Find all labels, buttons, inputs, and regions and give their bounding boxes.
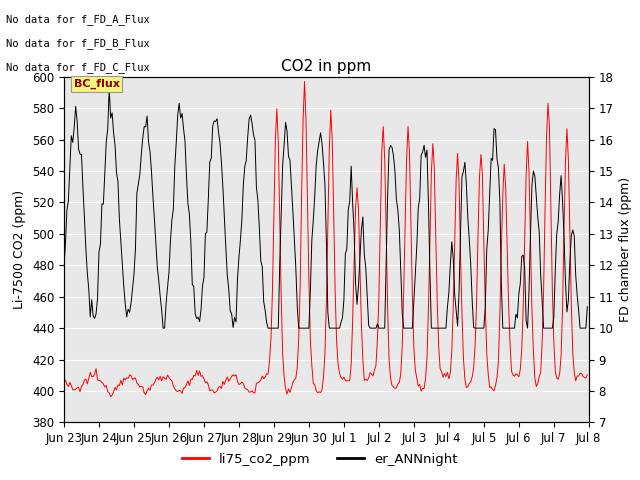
Legend: li75_co2_ppm, er_ANNnight: li75_co2_ppm, er_ANNnight [177, 447, 463, 471]
Title: CO2 in ppm: CO2 in ppm [281, 59, 372, 74]
Text: BC_flux: BC_flux [74, 79, 120, 89]
Y-axis label: FD chamber flux (ppm): FD chamber flux (ppm) [619, 177, 632, 322]
Text: No data for f_FD_A_Flux: No data for f_FD_A_Flux [6, 14, 150, 25]
Text: No data for f_FD_C_Flux: No data for f_FD_C_Flux [6, 62, 150, 73]
Text: No data for f_FD_B_Flux: No data for f_FD_B_Flux [6, 38, 150, 49]
Y-axis label: Li-7500 CO2 (ppm): Li-7500 CO2 (ppm) [13, 190, 26, 309]
